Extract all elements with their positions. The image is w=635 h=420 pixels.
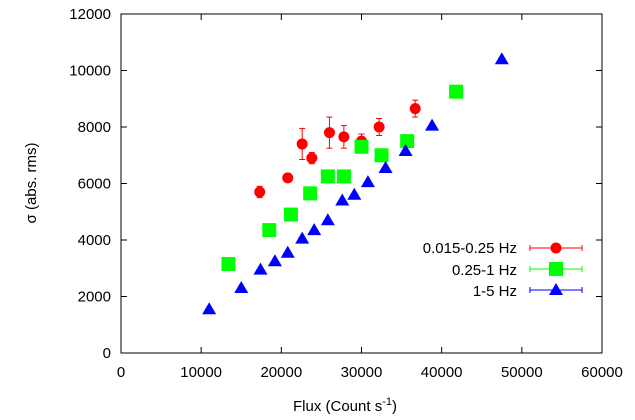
- x-tick-label: 30000: [341, 364, 383, 381]
- data-point: [282, 172, 294, 184]
- legend-entry: 0.25-1 Hz: [452, 262, 583, 279]
- y-tick-label: 6000: [78, 176, 111, 193]
- data-point: [283, 207, 298, 222]
- data-point: [202, 302, 217, 315]
- data-point: [295, 231, 310, 244]
- legend-sample-1: [529, 262, 583, 276]
- legend-marker: [550, 242, 562, 254]
- legend-entry: 1-5 Hz: [473, 283, 583, 300]
- data-point: [409, 103, 421, 115]
- x-tick-label: 50000: [501, 364, 543, 381]
- legend-sample-0: [529, 242, 583, 254]
- y-tick-label: 4000: [78, 232, 111, 249]
- data-point: [398, 144, 413, 157]
- data-point: [320, 213, 335, 226]
- legend-label: 0.25-1 Hz: [452, 262, 517, 279]
- data-point: [347, 187, 362, 200]
- data-point: [234, 281, 249, 294]
- data-point: [262, 223, 277, 238]
- data-point: [280, 245, 295, 258]
- x-tick-label: 0: [117, 364, 125, 381]
- data-point: [373, 121, 385, 133]
- x-tick-label: 10000: [180, 364, 222, 381]
- x-axis-label: Flux (Count s-1): [293, 396, 397, 415]
- data-point: [254, 186, 266, 198]
- legend-label: 1-5 Hz: [473, 283, 517, 300]
- series-2: [202, 52, 509, 315]
- legend-marker: [549, 262, 563, 276]
- data-point: [425, 118, 440, 131]
- data-point: [354, 139, 369, 154]
- data-point: [320, 169, 335, 184]
- data-point: [253, 262, 268, 275]
- data-point: [306, 152, 318, 164]
- x-tick-label: 40000: [421, 364, 463, 381]
- data-point: [307, 223, 322, 236]
- y-tick-label: 12000: [69, 6, 111, 23]
- legend-entry: 0.015-0.25 Hz: [423, 240, 583, 257]
- y-tick-label: 8000: [78, 119, 111, 136]
- data-point: [449, 84, 464, 99]
- axis-ticks: [121, 14, 602, 353]
- data-point: [338, 131, 350, 143]
- data-point: [267, 254, 282, 267]
- x-tick-label: 60000: [581, 364, 623, 381]
- series-1: [221, 84, 464, 272]
- y-tick-label: 10000: [69, 63, 111, 80]
- legend-marker: [549, 283, 563, 295]
- series-layer: [202, 52, 509, 315]
- data-point: [335, 193, 350, 206]
- data-point: [323, 127, 335, 139]
- data-point: [494, 52, 509, 65]
- y-tick-label: 0: [103, 345, 111, 362]
- data-point: [378, 160, 393, 173]
- x-tick-label: 20000: [260, 364, 302, 381]
- y-tick-label: 2000: [78, 289, 111, 306]
- plot-frame: [120, 13, 603, 354]
- data-point: [360, 175, 375, 188]
- axis-tick-labels: 0 10000 20000 30000 40000 50000 60000 0 2000 4000…: [69, 6, 623, 381]
- data-point: [296, 138, 308, 150]
- legend: 0.015-0.25 Hz 0.25-1 Hz 1-5 Hz: [423, 240, 583, 300]
- y-axis-label: σ (abs. rms): [23, 143, 40, 224]
- series-0: [254, 99, 421, 199]
- data-point: [400, 134, 415, 149]
- legend-sample-2: [529, 283, 583, 295]
- data-point: [303, 186, 318, 201]
- legend-label: 0.015-0.25 Hz: [423, 240, 517, 257]
- data-point: [374, 148, 389, 163]
- data-point: [336, 169, 351, 184]
- data-point: [221, 257, 236, 272]
